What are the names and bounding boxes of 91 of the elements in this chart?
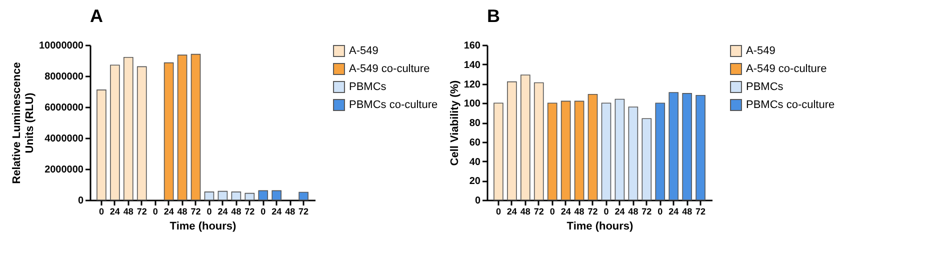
bar xyxy=(136,66,147,200)
y-tick-label: 40 xyxy=(469,156,481,168)
x-tick-label: 24 xyxy=(272,206,282,216)
x-tick-label: 48 xyxy=(231,206,242,216)
x-axis-title: Time (hours) xyxy=(170,220,237,232)
y-axis-title: Relative Luminescence Units (RLU) xyxy=(11,62,36,184)
bar xyxy=(204,192,214,200)
y-tick-label: 120 xyxy=(464,79,481,90)
bar xyxy=(96,90,106,200)
bar xyxy=(696,94,706,200)
bar xyxy=(244,192,255,200)
x-tick-label: 48 xyxy=(123,206,134,216)
y-tick-label: 8000000 xyxy=(44,72,84,82)
y-tick-label: 2000000 xyxy=(44,164,84,176)
bar xyxy=(258,190,268,200)
chart-title: A xyxy=(90,6,103,26)
x-tick-label: 0 xyxy=(206,206,212,216)
bar xyxy=(642,118,652,200)
legend-label: PBMCs co-culture xyxy=(349,99,438,111)
x-tick-label: 24 xyxy=(668,206,679,216)
bar xyxy=(547,102,558,200)
bar xyxy=(218,190,228,200)
bar xyxy=(494,102,504,200)
legend-label: PBMCs co-culture xyxy=(746,99,835,111)
x-tick-label: 0 xyxy=(550,206,555,216)
bar xyxy=(560,100,571,200)
x-tick-label: 72 xyxy=(642,206,652,216)
bar xyxy=(668,92,678,200)
bar xyxy=(110,64,120,200)
x-tick-label: 72 xyxy=(190,206,201,216)
x-tick-label: 72 xyxy=(244,206,255,216)
y-tick-label: 160 xyxy=(464,40,481,52)
x-tick-label: 48 xyxy=(285,206,296,216)
bar xyxy=(534,82,544,200)
bar xyxy=(124,57,134,200)
bar xyxy=(655,102,666,200)
y-tick-label: 4000000 xyxy=(44,134,84,144)
x-tick-label: 48 xyxy=(177,206,188,216)
bar xyxy=(507,81,517,200)
x-tick-label: 24 xyxy=(218,206,228,216)
bar xyxy=(231,192,242,200)
y-tick-label: 140 xyxy=(464,60,481,71)
x-tick-label: 0 xyxy=(98,206,104,216)
x-tick-label: 72 xyxy=(696,206,706,216)
bar xyxy=(177,54,188,200)
bar xyxy=(272,190,282,200)
y-axis-title: Cell Viability (%) xyxy=(448,80,461,166)
chart-title: B xyxy=(487,6,500,26)
legend-label: PBMCs xyxy=(746,81,784,93)
x-tick-label: 48 xyxy=(682,206,692,216)
y-tick-label: 6000000 xyxy=(44,102,84,114)
y-tick-label: 60 xyxy=(469,137,481,148)
y-tick-label: 80 xyxy=(469,118,481,129)
x-tick-label: 72 xyxy=(136,206,147,216)
bar xyxy=(190,54,201,200)
legend-label: PBMCs xyxy=(349,81,387,93)
y-tick-label: 100 xyxy=(464,98,481,110)
bar xyxy=(628,106,638,200)
x-tick-label: 48 xyxy=(520,206,530,216)
x-tick-label: 48 xyxy=(628,206,638,216)
legend-label: A-549 xyxy=(349,45,378,57)
legend-label: A-549 co-culture xyxy=(746,63,827,75)
bar xyxy=(298,192,308,200)
x-tick-label: 0 xyxy=(496,206,501,216)
bar xyxy=(614,98,625,200)
y-tick-label: 0 xyxy=(474,196,481,206)
bar xyxy=(164,62,174,200)
y-tick-label: 20 xyxy=(469,176,481,188)
x-tick-label: 72 xyxy=(298,206,309,216)
x-tick-label: 72 xyxy=(588,206,598,216)
x-tick-label: 24 xyxy=(506,206,517,216)
bar xyxy=(574,100,584,200)
x-tick-label: 0 xyxy=(260,206,266,216)
bar xyxy=(682,93,692,200)
bar xyxy=(601,102,612,200)
x-tick-label: 24 xyxy=(110,206,120,216)
x-tick-label: 24 xyxy=(614,206,625,216)
x-tick-label: 0 xyxy=(604,206,609,216)
x-tick-label: 0 xyxy=(658,206,663,216)
y-tick-label: 0 xyxy=(78,196,84,206)
x-tick-label: 24 xyxy=(164,206,174,216)
x-tick-label: 48 xyxy=(574,206,584,216)
x-tick-label: 0 xyxy=(152,206,158,216)
bar xyxy=(588,94,598,200)
bar xyxy=(520,74,530,200)
legend-label: A-549 xyxy=(746,45,776,57)
x-tick-label: 72 xyxy=(534,206,544,216)
x-tick-label: 24 xyxy=(560,206,571,216)
legend-label: A-549 co-culture xyxy=(349,63,430,75)
y-tick-label: 10000000 xyxy=(39,40,84,52)
x-axis-title: Time (hours) xyxy=(566,220,634,232)
